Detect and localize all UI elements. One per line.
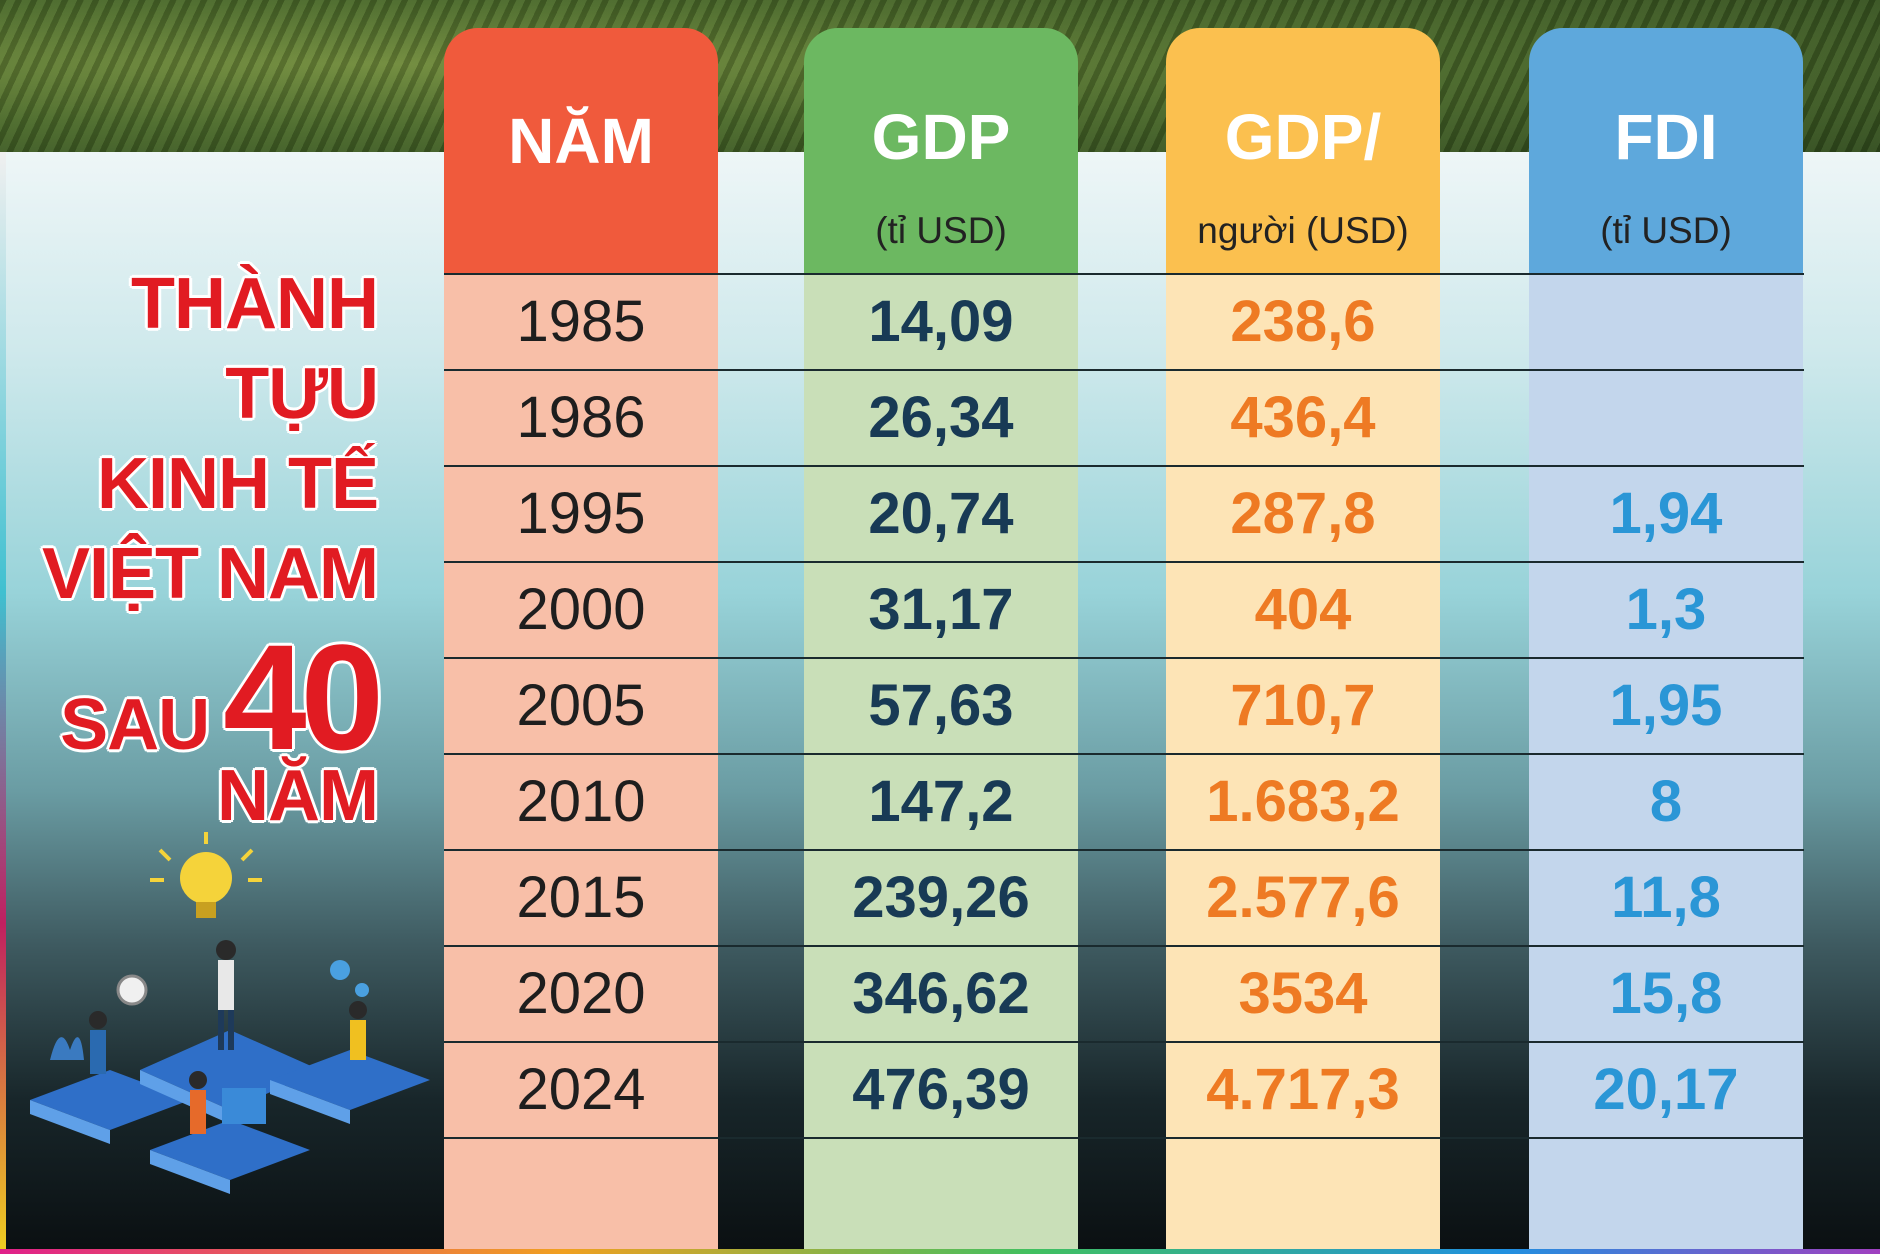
gdp-per-capita-cell: 287,8 (1230, 481, 1376, 546)
row-divider (444, 1041, 1804, 1043)
year-cell: 1995 (516, 481, 646, 546)
gdp-per-capita-cell: 4.717,3 (1206, 1057, 1400, 1122)
row-divider (444, 657, 1804, 659)
row-divider (444, 273, 1804, 275)
decorative-border (0, 152, 6, 1254)
year-column: NĂM (444, 28, 718, 1254)
gdp-cell: 239,26 (852, 865, 1030, 930)
fdi-cell: 1,95 (1609, 673, 1723, 738)
title-line-1: THÀNH (131, 264, 379, 344)
gdp-cell: 476,39 (852, 1057, 1030, 1122)
year-cell: 2000 (516, 577, 646, 642)
gdp-body (804, 274, 1078, 1254)
row-divider (444, 753, 1804, 755)
gdp-cell: 57,63 (868, 673, 1014, 738)
title-line-4: VIỆT NAM (41, 534, 379, 614)
year-cell: 2020 (516, 961, 646, 1026)
title-line-2: TỰU (225, 354, 379, 434)
gdp-header-unit: (tỉ USD) (875, 210, 1007, 251)
gdp-per-capita-cell: 3534 (1238, 961, 1368, 1026)
gdp-cell: 14,09 (868, 289, 1014, 354)
row-divider (444, 849, 1804, 851)
gdp-per-capita-header-title: GDP/ (1224, 101, 1382, 173)
lightbulb-icon (150, 832, 262, 918)
gdp-header: GDP (tỉ USD) (804, 28, 1078, 274)
title-line-5: SAU40 (60, 622, 384, 772)
gdp-column: GDP (tỉ USD) (804, 28, 1078, 1254)
gdp-per-capita-cell: 404 (1254, 577, 1352, 642)
row-divider (444, 1137, 1804, 1139)
fdi-column: FDI (tỉ USD) (1529, 28, 1803, 1254)
gdp-per-capita-column: GDP/ người (USD) (1166, 28, 1440, 1254)
fdi-cell: 1,94 (1609, 481, 1723, 546)
year-body (444, 274, 718, 1254)
gdp-per-capita-cell: 436,4 (1230, 385, 1376, 450)
gdp-cell: 26,34 (868, 385, 1014, 450)
plant-icon (50, 1037, 84, 1060)
fdi-cell: 8 (1649, 769, 1683, 834)
gdp-per-capita-cell: 710,7 (1230, 673, 1376, 738)
fdi-cell (1529, 370, 1803, 466)
year-cell: 2010 (516, 769, 646, 834)
title-sau: SAU (60, 685, 210, 765)
fdi-header-unit: (tỉ USD) (1600, 210, 1732, 251)
decorative-bottom-border (0, 1249, 1880, 1254)
title-line-6: NĂM (217, 756, 379, 836)
year-cell: 2015 (516, 865, 646, 930)
fdi-cell: 15,8 (1609, 961, 1723, 1026)
gdp-per-capita-cell: 238,6 (1230, 289, 1376, 354)
gdp-header-title: GDP (871, 101, 1011, 173)
gear-icon (330, 960, 369, 997)
gdp-per-capita-cell: 1.683,2 (1206, 769, 1400, 834)
row-divider (444, 561, 1804, 563)
fdi-cell (1529, 274, 1803, 370)
fdi-cell: 20,17 (1593, 1057, 1739, 1122)
year-header-title: NĂM (508, 105, 654, 177)
people-figures (89, 940, 367, 1134)
fdi-cell: 11,8 (1611, 865, 1721, 930)
row-divider (444, 945, 1804, 947)
teamwork-illustration-icon (30, 832, 430, 1194)
gdp-per-capita-header-unit: người (USD) (1197, 210, 1409, 251)
year-header: NĂM (444, 28, 718, 274)
fdi-header: FDI (tỉ USD) (1529, 28, 1803, 274)
gdp-cell: 147,2 (868, 769, 1014, 834)
fdi-header-title: FDI (1614, 101, 1718, 173)
year-cell: 1986 (516, 385, 646, 450)
title-number: 40 (223, 613, 384, 781)
gdp-cell: 20,74 (868, 481, 1014, 546)
year-cell: 1985 (516, 289, 646, 354)
year-cell: 2005 (516, 673, 646, 738)
year-cell: 2024 (516, 1057, 646, 1122)
row-divider (444, 465, 1804, 467)
fdi-body (1529, 274, 1803, 1254)
fdi-cell: 1,3 (1625, 577, 1707, 642)
gdp-cell: 346,62 (852, 961, 1030, 1026)
gdp-per-capita-body (1166, 274, 1440, 1254)
gdp-per-capita-header: GDP/ người (USD) (1166, 28, 1440, 274)
row-divider (444, 369, 1804, 371)
gdp-per-capita-cell: 2.577,6 (1206, 865, 1400, 930)
gdp-cell: 31,17 (868, 577, 1014, 642)
title-line-3: KINH TẾ (97, 444, 379, 524)
